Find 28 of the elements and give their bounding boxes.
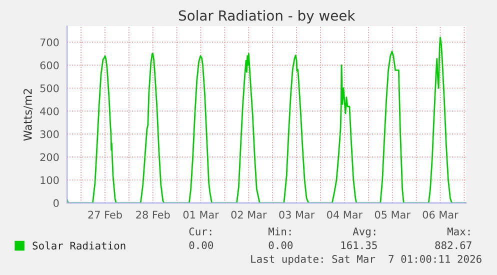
text: 161.35 <box>341 241 377 250</box>
text: Avg: <box>352 228 376 238</box>
y-tick-label: 300 <box>40 130 59 138</box>
x-tick-label: 01 Mar <box>183 210 219 219</box>
y-tick-label: 400 <box>40 107 59 116</box>
y-tick-label: 100 <box>40 176 59 184</box>
y-tick-label: 700 <box>40 38 59 46</box>
y-tick-label: 0 <box>54 199 59 208</box>
text: Cur: <box>189 228 212 236</box>
text: 0.00 <box>189 241 214 250</box>
text: Min: <box>268 227 291 236</box>
x-tick-label: 28 Feb <box>136 210 170 219</box>
y-tick-label: 200 <box>40 153 59 162</box>
text: Last update: Sat Mar 7 01:00:11 2026 <box>251 254 482 265</box>
y-tick-label: 600 <box>40 61 59 70</box>
x-tick-label: 02 Mar <box>231 210 267 219</box>
legend-label: Solar Radiation <box>32 241 126 250</box>
x-tick-label: 03 Mar <box>279 210 315 219</box>
x-tick-label: 05 Mar <box>374 210 410 219</box>
x-tick-label: 06 Mar <box>422 210 458 219</box>
x-tick-label: 27 Feb <box>88 210 122 219</box>
chart-title: Solar Radiation - by week <box>178 10 356 24</box>
x-tick-label: 04 Mar <box>327 210 363 219</box>
text: 0.00 <box>268 241 293 250</box>
y-tick-label: 500 <box>40 84 59 92</box>
text: 882.67 <box>435 241 472 250</box>
y-axis-title: Watts/m2 <box>23 89 33 141</box>
text: Max: <box>448 228 470 236</box>
